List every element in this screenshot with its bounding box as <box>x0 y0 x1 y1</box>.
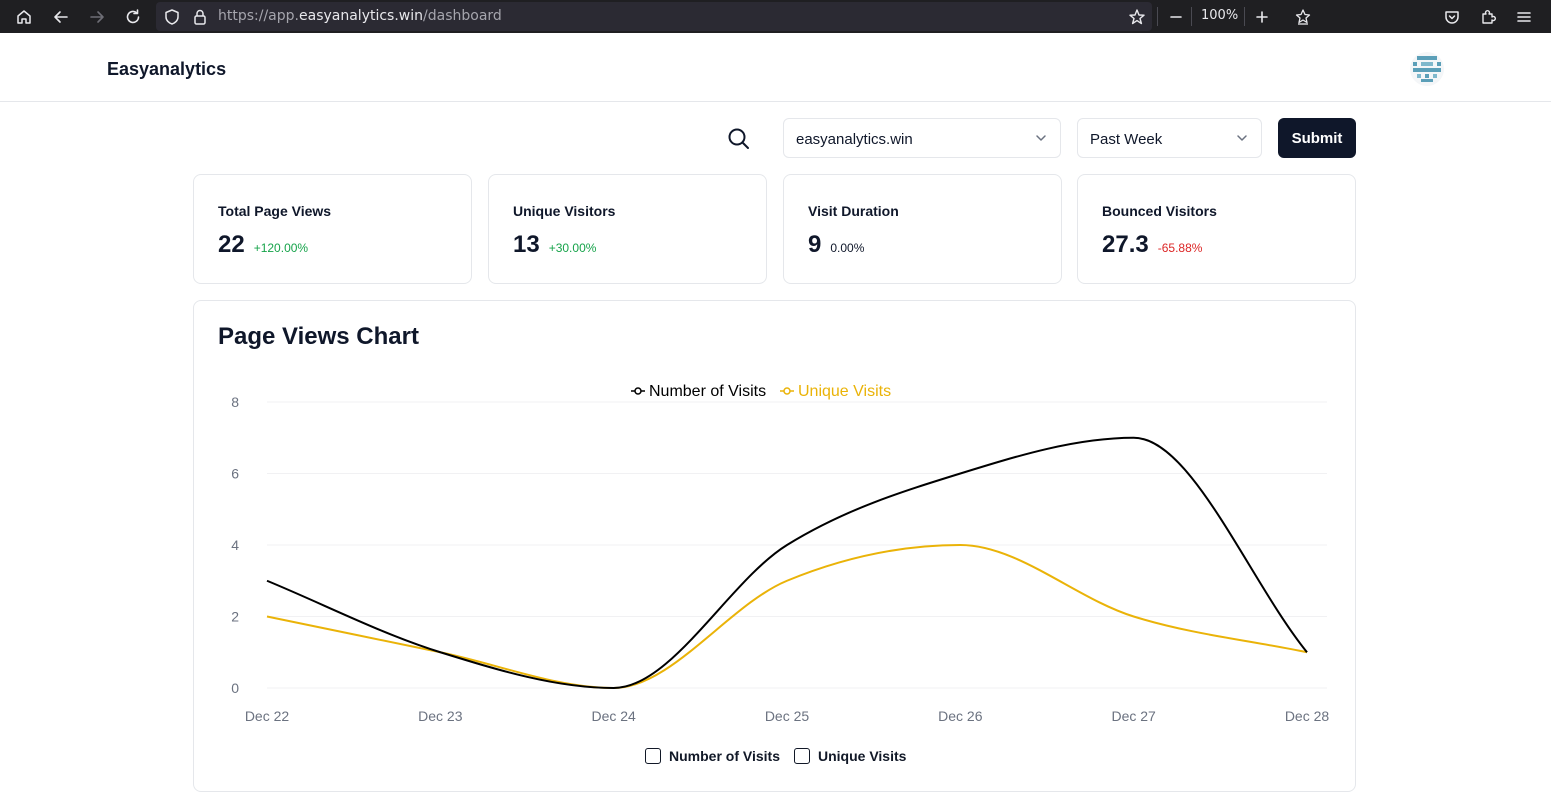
menu-icon[interactable] <box>1511 4 1537 30</box>
x-tick-label: Dec 28 <box>1285 708 1330 724</box>
stat-card-total-page-views: Total Page Views 22 +120.00% <box>193 174 472 284</box>
stat-card-bounced-visitors: Bounced Visitors 27.3 -65.88% <box>1077 174 1356 284</box>
unique-checkbox-label: Unique Visits <box>818 748 907 764</box>
legend-dot-marker <box>783 387 791 395</box>
y-tick-label: 6 <box>231 466 239 482</box>
browser-toolbar: https://app.easyanalytics.win/dashboard … <box>0 0 1551 33</box>
address-bar[interactable] <box>156 2 1152 31</box>
reading-list-icon[interactable] <box>1290 4 1316 30</box>
date-range-select[interactable]: Past Week <box>1077 118 1262 158</box>
y-tick-label: 8 <box>231 394 239 410</box>
x-tick-label: Dec 26 <box>938 708 983 724</box>
url-prefix: https://app. <box>218 8 299 24</box>
stat-card-unique-visitors: Unique Visitors 13 +30.00% <box>488 174 767 284</box>
stat-delta: -65.88% <box>1157 241 1203 255</box>
stat-value: 13 <box>513 231 540 258</box>
y-tick-label: 2 <box>231 609 239 625</box>
page-views-chart: 0 2 4 6 8 Dec 22 Dec 23 Dec 24 Dec 25 Dec 26 Dec 2… <box>231 383 1330 724</box>
chevron-down-icon <box>1034 131 1048 150</box>
toolbar-divider <box>1157 7 1158 26</box>
x-tick-label: Dec 23 <box>418 708 463 724</box>
y-tick-label: 4 <box>231 537 239 553</box>
chevron-down-icon <box>1235 131 1249 150</box>
bookmark-star-icon[interactable] <box>1124 4 1150 30</box>
lock-icon[interactable] <box>187 4 213 30</box>
app-header: Easyanalytics <box>0 37 1551 102</box>
stat-delta: +30.00% <box>548 241 597 255</box>
submit-button[interactable]: Submit <box>1278 118 1356 158</box>
stat-value: 9 <box>808 231 822 258</box>
url-path: /dashboard <box>423 8 502 24</box>
stat-delta: +120.00% <box>253 241 309 255</box>
reload-icon[interactable] <box>120 4 146 30</box>
pocket-icon[interactable] <box>1439 4 1465 30</box>
toggle-unique-visits[interactable]: Unique Visits <box>794 748 906 764</box>
y-tick-label: 0 <box>231 680 239 696</box>
toggle-number-of-visits[interactable]: Number of Visits <box>645 748 780 764</box>
stat-delta: 0.00% <box>830 241 865 255</box>
toolbar-divider <box>1244 7 1245 26</box>
chart-card <box>193 300 1356 792</box>
series-line-number-of-visits <box>266 436 1308 690</box>
legend-label: Number of Visits <box>649 383 766 400</box>
url-host: easyanalytics.win <box>299 8 424 24</box>
stat-title: Unique Visitors <box>513 203 616 219</box>
extensions-icon[interactable] <box>1475 4 1501 30</box>
x-tick-label: Dec 25 <box>765 708 810 724</box>
stat-title: Bounced Visitors <box>1102 203 1217 219</box>
legend-dot-marker <box>634 387 642 395</box>
home-icon[interactable] <box>11 4 37 30</box>
search-button[interactable] <box>724 124 754 154</box>
url-text[interactable]: https://app.easyanalytics.win/dashboard <box>218 8 502 24</box>
zoom-out-icon[interactable] <box>1163 4 1189 30</box>
site-select-value: easyanalytics.win <box>796 131 913 148</box>
date-range-value: Past Week <box>1090 131 1163 148</box>
stat-title: Total Page Views <box>218 203 332 219</box>
stat-card-visit-duration: Visit Duration 9 0.00% <box>783 174 1062 284</box>
toolbar-divider <box>1191 7 1192 26</box>
visits-checkbox-label: Number of Visits <box>669 748 780 764</box>
x-tick-label: Dec 22 <box>245 708 290 724</box>
x-tick-label: Dec 24 <box>591 708 636 724</box>
unique-checkbox[interactable] <box>794 748 810 764</box>
stat-value: 27.3 <box>1102 231 1149 258</box>
chart-title: Page Views Chart <box>218 323 419 350</box>
avatar[interactable] <box>1410 52 1444 86</box>
visits-checkbox[interactable] <box>645 748 661 764</box>
zoom-in-icon[interactable] <box>1249 4 1275 30</box>
shield-icon[interactable] <box>159 4 185 30</box>
stat-value: 22 <box>218 231 245 258</box>
forward-arrow-icon[interactable] <box>84 4 110 30</box>
x-tick-label: Dec 27 <box>1111 708 1156 724</box>
legend-label: Unique Visits <box>798 383 891 400</box>
site-select[interactable]: easyanalytics.win <box>783 118 1061 158</box>
brand-logo-text[interactable]: Easyanalytics <box>107 59 227 79</box>
zoom-level[interactable]: 100% <box>1201 8 1239 23</box>
search-icon <box>728 128 749 149</box>
back-arrow-icon[interactable] <box>48 4 74 30</box>
stat-title: Visit Duration <box>808 203 899 219</box>
